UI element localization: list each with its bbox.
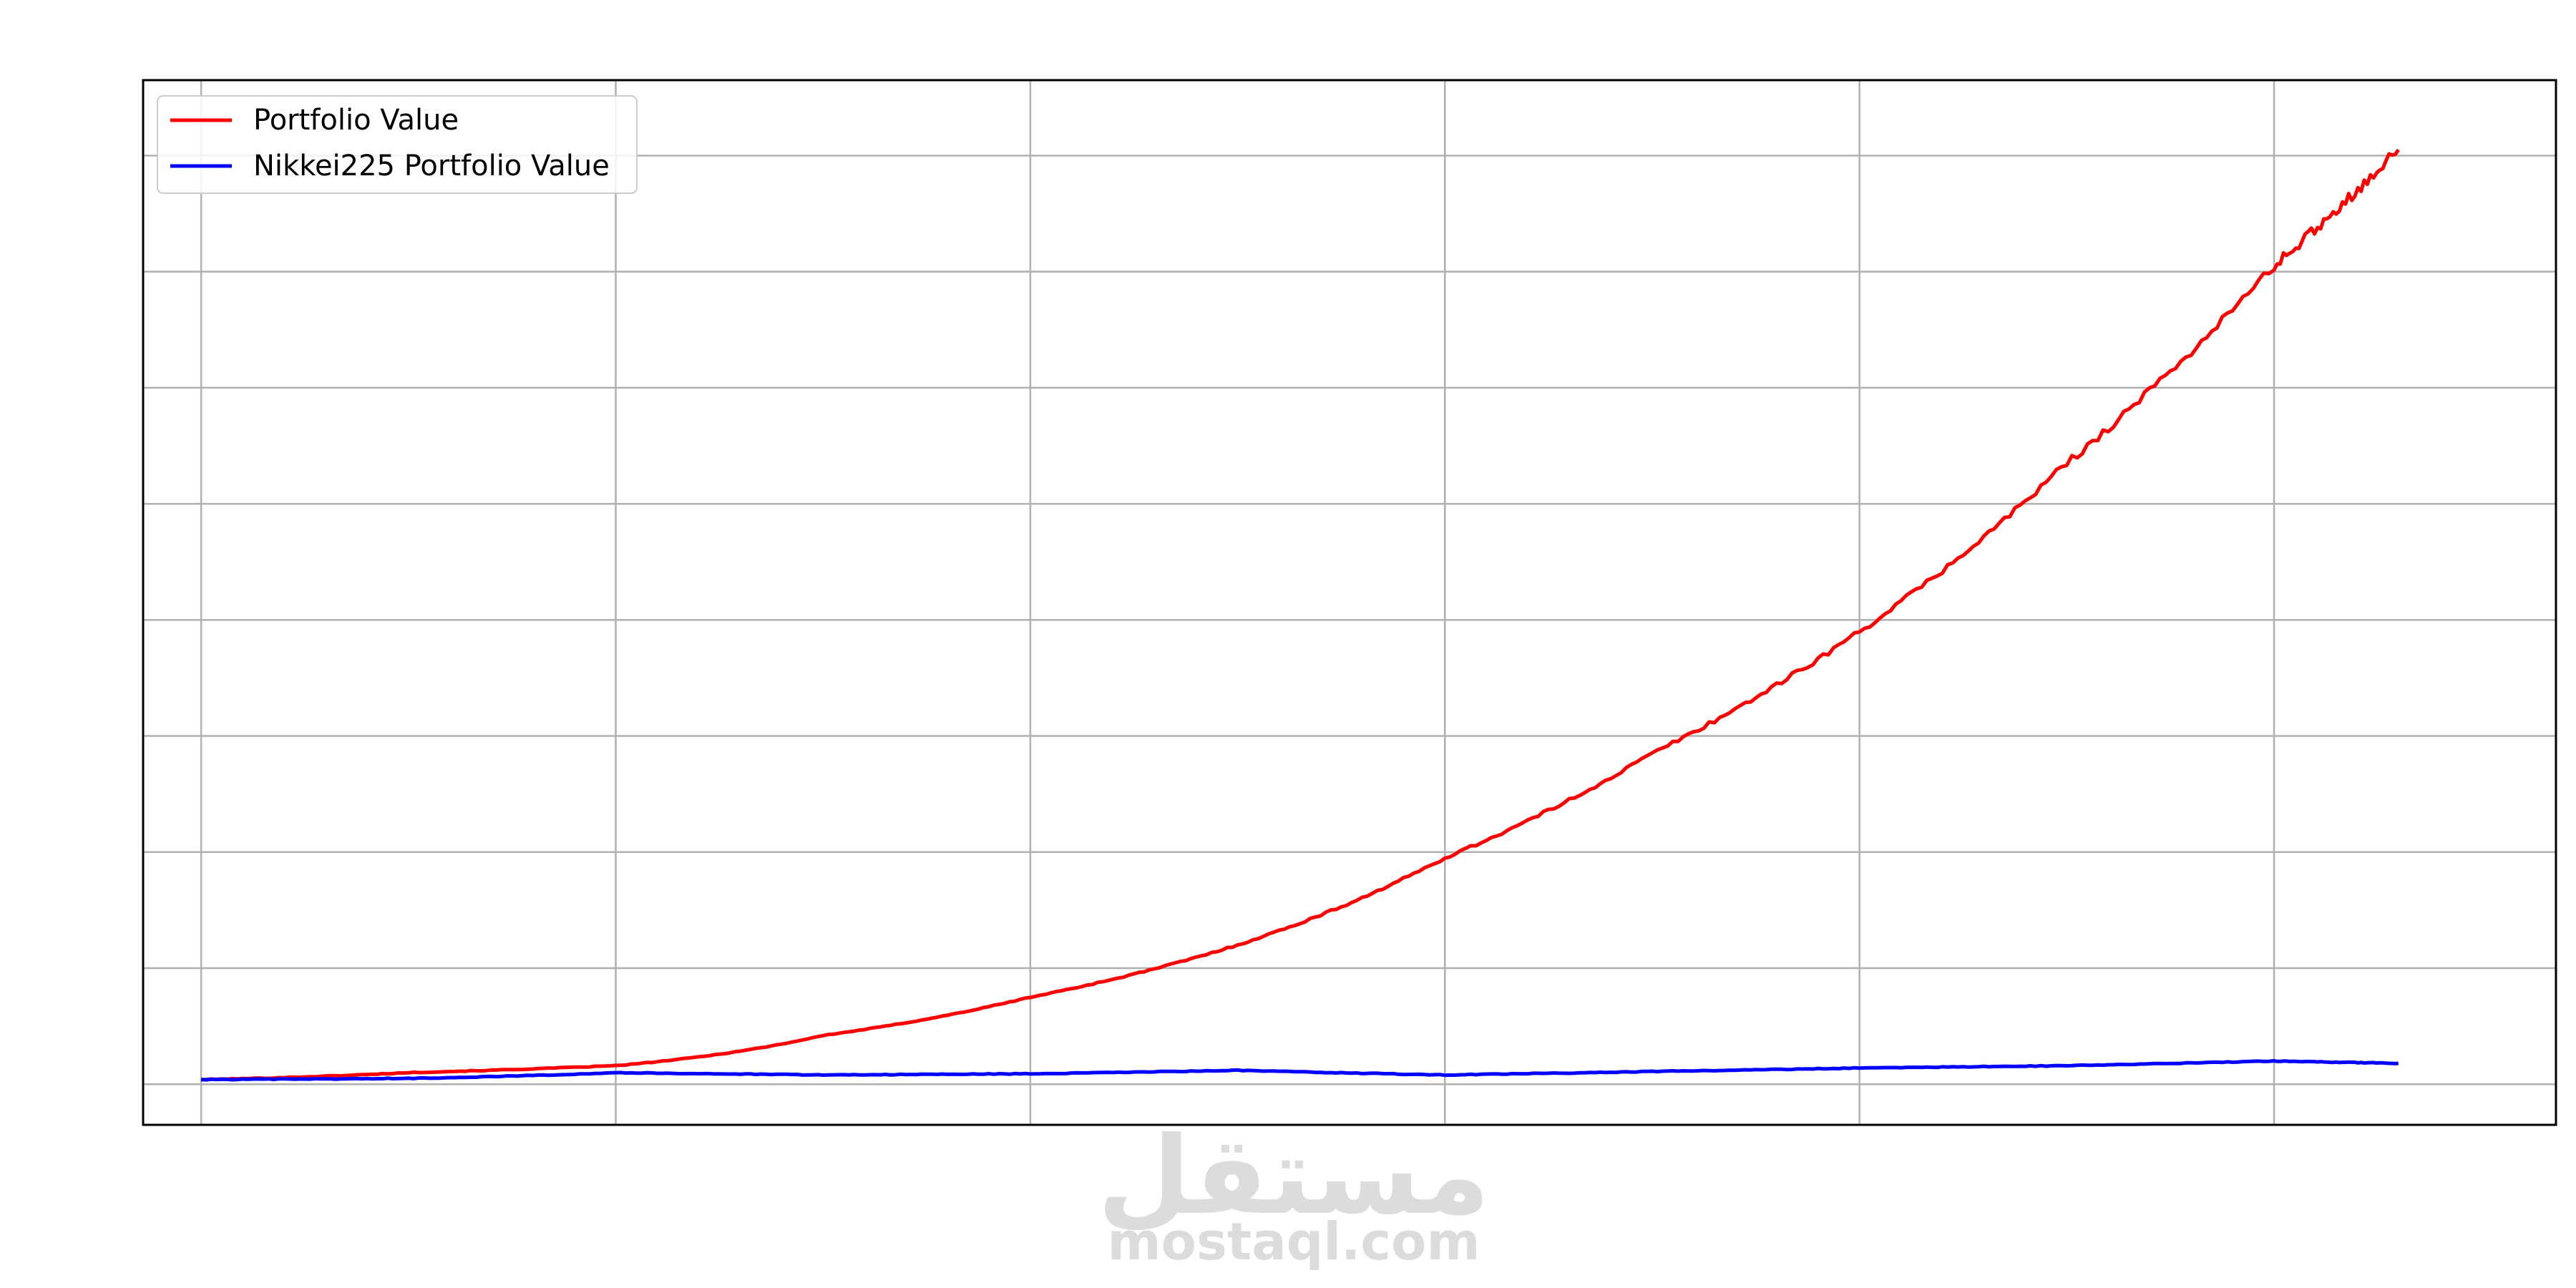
- legend: Portfolio Value Nikkei225 Portfolio Valu…: [157, 95, 638, 194]
- watermark-logo-arabic: مستقل: [1098, 1114, 1491, 1239]
- legend-label-portfolio: Portfolio Value: [253, 104, 459, 137]
- legend-box: [157, 95, 638, 194]
- plot-frame: [142, 79, 2557, 1126]
- grid: [143, 80, 2556, 1125]
- watermark-logo-latin: mostaql.com: [1107, 1211, 1480, 1272]
- legend-label-nikkei225: Nikkei225 Portfolio Value: [253, 150, 610, 182]
- series-line-portfolio-value: [200, 148, 2400, 1082]
- series-layer: [200, 148, 2400, 1082]
- series-line-nikkei225-portfolio-value: [200, 1059, 2399, 1082]
- watermark: مستقل mostaql.com: [1098, 1114, 1491, 1272]
